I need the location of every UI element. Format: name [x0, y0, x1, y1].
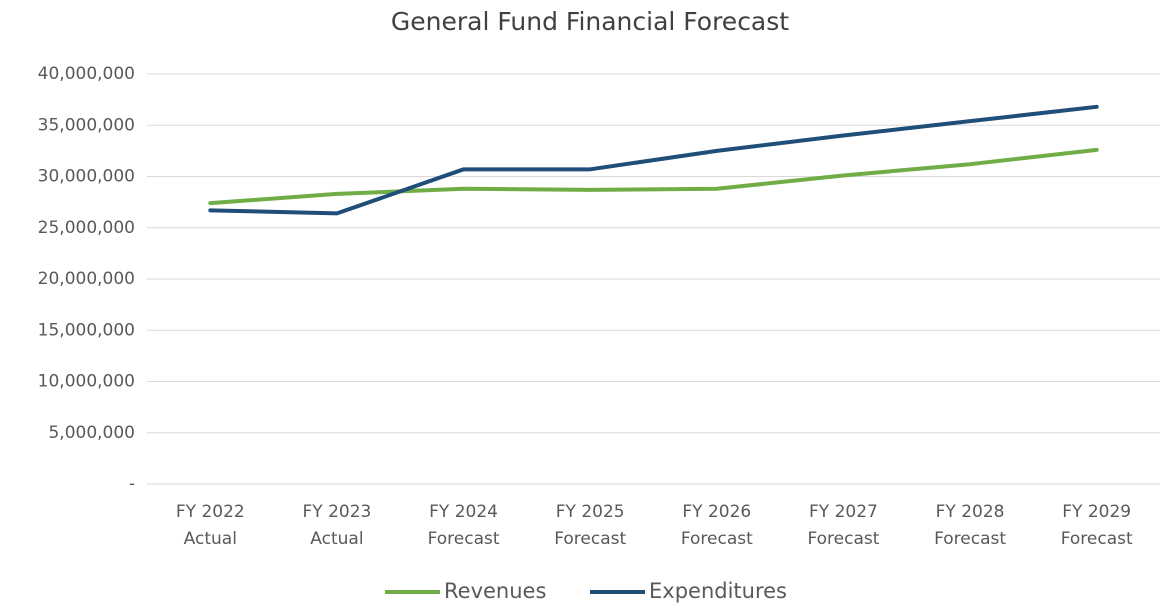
y-tick-label: 40,000,000: [38, 64, 135, 84]
x-tick-label: Actual: [310, 529, 363, 549]
y-tick-label: 25,000,000: [38, 218, 135, 238]
legend-label: Revenues: [444, 579, 546, 603]
x-tick-label: Forecast: [428, 529, 500, 549]
x-tick-label: FY 2025: [556, 502, 625, 522]
chart-title: General Fund Financial Forecast: [391, 7, 789, 36]
x-tick-label: FY 2028: [936, 502, 1005, 522]
y-tick-label: 20,000,000: [38, 269, 135, 289]
x-tick-label: FY 2029: [1062, 502, 1131, 522]
x-tick-label: FY 2022: [176, 502, 245, 522]
y-tick-label: 35,000,000: [38, 115, 135, 135]
y-tick-label: 30,000,000: [38, 167, 135, 187]
y-tick-label: 15,000,000: [38, 320, 135, 340]
x-tick-label: Forecast: [1061, 529, 1133, 549]
legend-label: Expenditures: [649, 579, 787, 603]
x-tick-label: FY 2027: [809, 502, 878, 522]
y-tick-label: 5,000,000: [48, 423, 135, 443]
x-tick-label: Forecast: [934, 529, 1006, 549]
x-tick-label: FY 2024: [429, 502, 498, 522]
x-tick-label: Actual: [184, 529, 237, 549]
x-tick-label: Forecast: [554, 529, 626, 549]
x-tick-label: FY 2023: [303, 502, 372, 522]
series-line: [208, 104, 1099, 216]
series-line: [208, 147, 1099, 206]
x-tick-label: Forecast: [807, 529, 879, 549]
y-tick-label: -: [129, 474, 135, 494]
y-tick-label: 10,000,000: [38, 372, 135, 392]
x-tick-label: FY 2026: [682, 502, 751, 522]
x-tick-label: Forecast: [681, 529, 753, 549]
